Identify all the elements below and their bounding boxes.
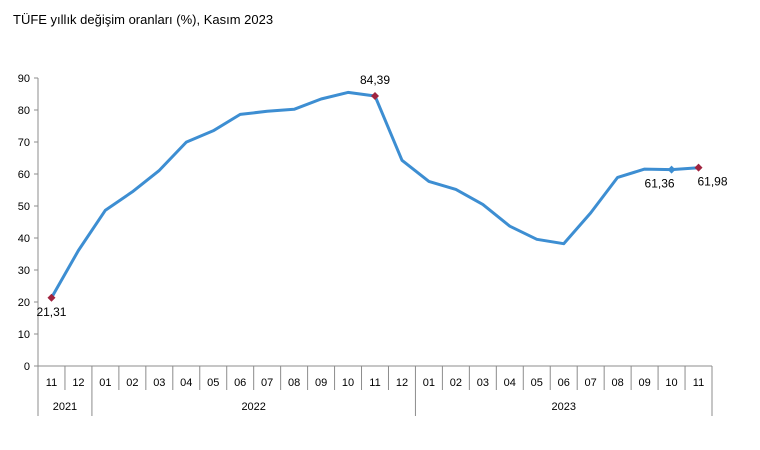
y-tick-label: 90: [18, 73, 30, 85]
y-tick-label: 10: [18, 329, 30, 341]
x-tick-label: 04: [504, 377, 516, 389]
series-lines: [50, 90, 700, 300]
y-tick-label: 70: [18, 137, 30, 149]
x-tick-label: 11: [693, 377, 704, 389]
data-labels: 21,31 84,39 61,36 61,98: [36, 73, 727, 319]
x-tick-label: 07: [585, 377, 597, 389]
x-tick-label: 12: [396, 377, 408, 389]
x-tick-label: 05: [207, 377, 219, 389]
y-tick-labels: 0 10 20 30 40 50 60 70 80 90: [18, 73, 30, 373]
x-tick-label: 07: [261, 377, 273, 389]
x-tick-label: 08: [612, 377, 624, 389]
y-tick-label: 80: [18, 105, 30, 117]
data-point-marker: [694, 163, 703, 172]
data-label: 84,39: [360, 73, 390, 87]
x-tick-label: 11: [46, 377, 57, 389]
data-label: 61,98: [698, 175, 728, 189]
x-tick-label: 08: [288, 377, 300, 389]
data-point-marker: [371, 91, 379, 100]
data-markers: [47, 91, 703, 302]
year-label: 2023: [551, 401, 575, 413]
chart-title: TÜFE yıllık değişim oranları (%), Kasım …: [13, 12, 274, 27]
x-tick-label: 11: [369, 377, 380, 389]
y-tick-label: 50: [18, 201, 30, 213]
x-tick-label: 06: [234, 377, 246, 389]
x-tick-label: 03: [477, 377, 489, 389]
x-tick-label: 03: [153, 377, 165, 389]
x-tick-label: 10: [342, 377, 354, 389]
data-point-marker: [47, 293, 56, 302]
series-line: [50, 90, 700, 300]
x-tick-label: 02: [450, 377, 462, 389]
x-tick-label: 10: [665, 377, 677, 389]
x-tick-label: 05: [531, 377, 543, 389]
data-point-marker: [667, 165, 676, 174]
data-label: 61,36: [645, 177, 675, 191]
y-tick-label: 20: [18, 297, 30, 309]
chart-axes: [34, 77, 713, 416]
x-tick-label: 09: [638, 377, 650, 389]
x-tick-label: 06: [558, 377, 570, 389]
x-tick-label: 01: [423, 377, 435, 389]
y-tick-label: 0: [24, 361, 30, 373]
year-label: 2022: [241, 401, 265, 413]
x-tick-labels: 11 12 01 02 03 04 05 06 07 08 09 10 11 12 01 02 03 04 05 06…: [46, 377, 704, 389]
y-tick-label: 40: [18, 233, 30, 245]
y-tick-label: 30: [18, 265, 30, 277]
x-tick-label: 12: [72, 377, 84, 389]
year-labels: 2021 2022 2023: [53, 401, 576, 413]
x-tick-label: 04: [180, 377, 192, 389]
data-label: 21,31: [36, 305, 66, 319]
y-tick-label: 60: [18, 169, 30, 181]
x-tick-label: 01: [99, 377, 111, 389]
x-tick-label: 09: [315, 377, 327, 389]
year-label: 2021: [53, 401, 77, 413]
x-tick-label: 02: [126, 377, 138, 389]
